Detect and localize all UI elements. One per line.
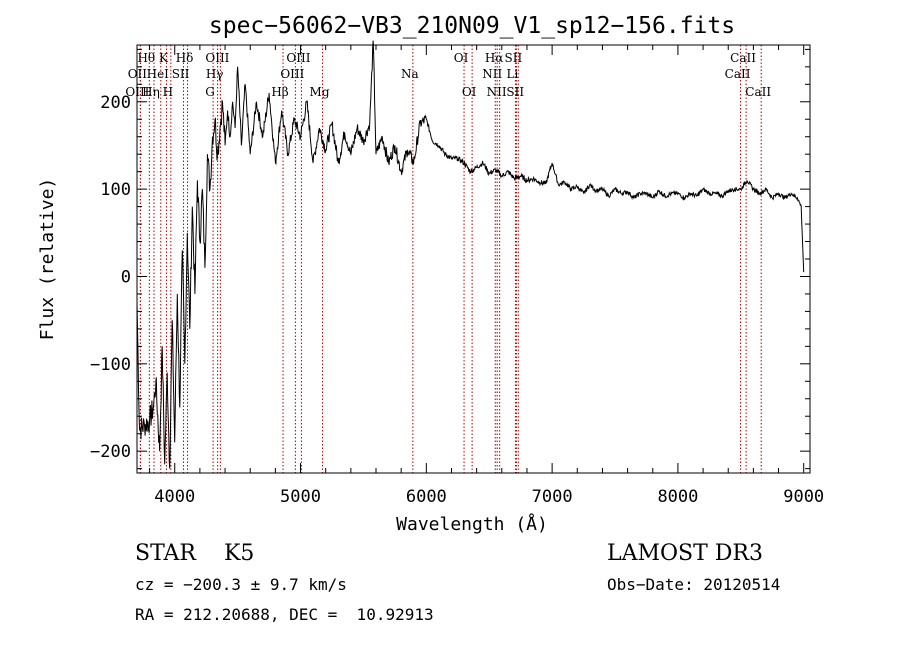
emission-line-markers <box>139 45 762 473</box>
y-tick-label: −100 <box>90 355 131 375</box>
emission-line-label: HeI <box>147 67 170 81</box>
emission-line-label: Li <box>506 67 518 81</box>
x-tick-label: 4000 <box>154 487 195 507</box>
x-tick-label: 6000 <box>406 487 447 507</box>
plot-frame <box>136 44 811 474</box>
chart-title: spec−56062−VB3_210N09_V1_sp12−156.fits <box>209 13 735 39</box>
y-tick-label: 0 <box>121 267 131 287</box>
emission-line-label: Hγ <box>206 67 224 81</box>
emission-line-label: OIII <box>280 67 304 81</box>
emission-line-label: SII <box>505 51 523 65</box>
obs-date: Obs−Date: 20120514 <box>607 575 780 594</box>
ra-dec: RA = 212.20688, DEC = 10.92913 <box>135 605 434 624</box>
y-tick-label: 100 <box>100 180 131 200</box>
x-axis-label: Wavelength (Å) <box>396 513 548 535</box>
emission-line-label: NII <box>487 85 507 99</box>
emission-line-label: K <box>159 51 169 65</box>
emission-line-label: Mg <box>310 85 330 99</box>
x-tick-label: 9000 <box>783 487 824 507</box>
y-tick-label: −200 <box>90 442 131 462</box>
emission-line-label: SII <box>172 67 190 81</box>
spectrum-line <box>136 40 805 469</box>
emission-line-label: Hβ <box>271 85 288 99</box>
emission-line-label: OI <box>454 51 469 65</box>
emission-line-label: OIII <box>286 51 310 65</box>
x-tick-label: 5000 <box>280 487 321 507</box>
emission-line-label: OIII <box>125 85 149 99</box>
emission-line-label: OI <box>462 85 477 99</box>
emission-line-label: CaII <box>745 85 771 99</box>
emission-line-label: Na <box>401 67 419 81</box>
emission-line-label: SII <box>506 85 524 99</box>
emission-line-label: H <box>163 85 173 99</box>
emission-line-label: Hθ <box>137 51 155 65</box>
y-axis-label: Flux (relative) <box>37 178 58 341</box>
x-tick-label: 8000 <box>657 487 698 507</box>
x-tick-label: 7000 <box>532 487 573 507</box>
emission-line-label: Hη <box>142 85 160 99</box>
redshift-cz: cz = −200.3 ± 9.7 km/s <box>135 575 347 594</box>
emission-line-label: OIII <box>205 51 229 65</box>
emission-line-label: G <box>205 85 215 99</box>
emission-line-label: CaII <box>730 51 756 65</box>
object-class: STAR K5 <box>135 541 254 566</box>
y-axis-ticks: −200 −100 0 100 200 <box>90 48 810 470</box>
x-axis-ticks: 4000 5000 6000 7000 8000 9000 <box>149 45 824 507</box>
emission-line-label: CaII <box>725 67 751 81</box>
emission-line-label: Hα <box>485 51 504 65</box>
emission-line-label: Hδ <box>176 51 194 65</box>
emission-line-label: OII <box>128 67 148 81</box>
survey-name: LAMOST DR3 <box>607 541 763 566</box>
y-tick-label: 200 <box>100 93 131 113</box>
emission-line-label: NII <box>482 67 502 81</box>
